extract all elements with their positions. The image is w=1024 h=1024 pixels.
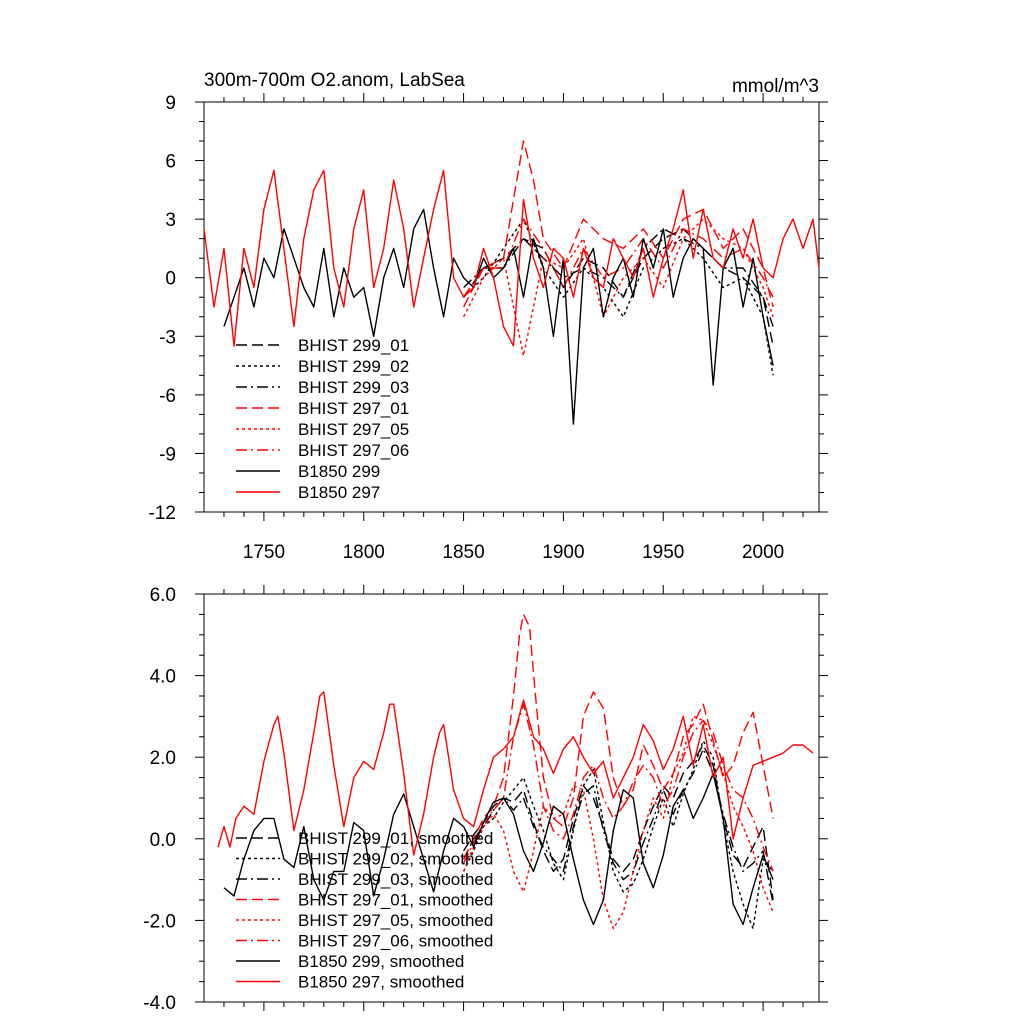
legend-label: BHIST 297_05 [298,420,409,439]
bottom-legend: BHIST 299_01, smoothed BHIST 299_02, smoo… [236,829,493,992]
legend-label: BHIST 297_05, smoothed [298,911,493,930]
series-line-bhist-299-02 [463,218,774,376]
legend-label: B1850 297 [298,483,380,502]
series-line-bhist-299-03 [463,228,774,327]
series-line-b1850-299-smoothed [223,772,774,926]
series-line-bhist-299-03-smoothed [462,748,774,905]
series-line-bhist-299-02-smoothed [462,740,774,930]
top-legend: BHIST 299_01 BHIST 299_02 BHIST 299_03 BHIS… [236,336,409,502]
y-tick-label: -3 [159,327,176,348]
legend-label: BHIST 299_03 [298,378,409,397]
series-line-bhist-299-01-smoothed [463,744,774,901]
legend-label: BHIST 299_01, smoothed [298,829,493,848]
series-line-b1850-297 [203,169,820,347]
legend-label: BHIST 299_02, smoothed [298,850,493,869]
bottom-axis-tick-labels: -4.0 -2.0 0.0 2.0 4.0 6.0 [143,585,176,1014]
y-tick-label: -4.0 [143,993,176,1014]
x-tick-label: 1750 [243,542,285,563]
x-tick-label: 1800 [343,542,385,563]
y-tick-label: 2.0 [150,748,176,769]
top-series-group [203,140,820,425]
legend-label: BHIST 299_02 [298,357,409,376]
legend-label: BHIST 297_06, smoothed [298,932,493,951]
series-line-b1850-299 [223,208,774,425]
top-axis-tick-labels: 1750 1800 1850 1900 1950 2000 -12 -9 -6 -3 0 3 6 9 [149,93,785,563]
legend-label: BHIST 297_06 [298,441,409,460]
bottom-axis-ticks [195,585,828,1011]
x-tick-label: 1950 [642,542,684,563]
x-tick-label: 2000 [742,542,784,563]
series-line-b1850-297-smoothed [217,691,814,856]
legend-label: B1850 297, smoothed [298,973,464,992]
top-panel: 1750 1800 1850 1900 1950 2000 -12 -9 -6 -3 0 3 6 9 BH… [149,70,828,563]
y-tick-label: -2.0 [143,911,176,932]
y-tick-label: 6.0 [150,585,176,606]
y-tick-label: 6 [165,152,176,173]
y-tick-label: -6 [159,386,176,407]
series-line-bhist-297-05-smoothed [462,715,774,930]
y-tick-label: 9 [165,93,176,114]
top-plot-frame [203,101,820,513]
top-chart-title: 300m-700m O2.anom, LabSea [204,70,465,91]
y-tick-label: -9 [159,444,176,465]
series-line-bhist-297-01-smoothed [462,613,774,860]
legend-label: BHIST 297_01, smoothed [298,891,493,910]
y-tick-label: 0 [165,269,176,290]
bottom-series-group [217,613,814,930]
x-tick-label: 1900 [542,542,584,563]
y-tick-label: -12 [149,503,176,524]
y-tick-label: 0.0 [150,830,176,851]
legend-label: BHIST 299_03, smoothed [298,870,493,889]
bottom-panel: -4.0 -2.0 0.0 2.0 4.0 6.0 BHIST 299_01, smoot… [143,585,828,1014]
x-tick-label: 1850 [442,542,484,563]
y-tick-label: 4.0 [150,667,176,688]
series-line-bhist-297-01 [462,140,774,308]
top-chart-units: mmol/m^3 [732,76,819,97]
top-axis-ticks [195,93,828,521]
y-tick-label: 3 [165,210,176,231]
legend-label: B1850 299, smoothed [298,952,464,971]
legend-label: BHIST 297_01 [298,399,409,418]
legend-label: B1850 299 [298,462,380,481]
bottom-plot-frame [203,593,820,1003]
legend-label: BHIST 299_01 [298,336,409,355]
series-line-bhist-297-06 [463,218,774,298]
